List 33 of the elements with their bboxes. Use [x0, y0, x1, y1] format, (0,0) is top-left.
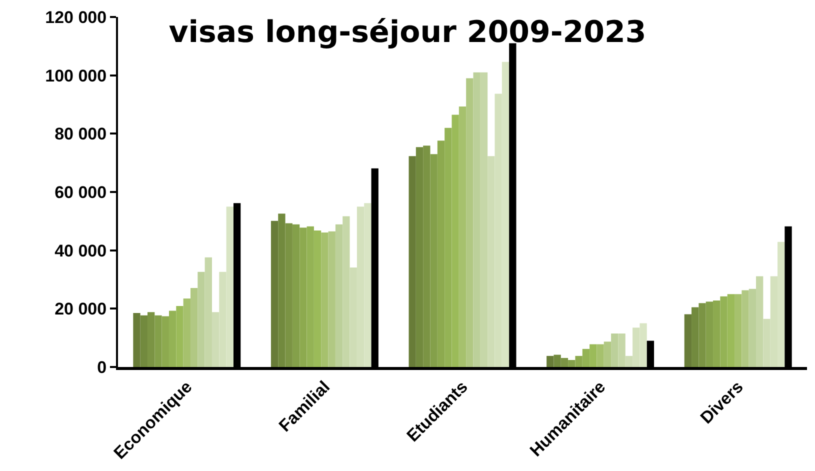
- bar: [546, 356, 554, 367]
- y-tick-label: 60 000: [54, 182, 107, 202]
- bar: [342, 216, 350, 367]
- bar: [133, 313, 140, 367]
- bar: [611, 333, 618, 367]
- y-tick-label: 120 000: [45, 8, 107, 27]
- y-tick-label: 0: [97, 358, 107, 377]
- y-tick-label: 20 000: [54, 300, 107, 319]
- bar: [198, 272, 205, 367]
- bar: [335, 224, 343, 367]
- y-tick-label: 40 000: [54, 241, 107, 260]
- bar: [408, 156, 416, 367]
- bar: [321, 232, 328, 367]
- bar: [458, 106, 466, 367]
- bar: [190, 288, 198, 367]
- bar: [328, 231, 336, 367]
- bar: [204, 257, 212, 367]
- chart-title: visas long-séjour 2009-2023: [168, 15, 646, 50]
- bar: [742, 290, 749, 367]
- y-tick-label: 100 000: [45, 66, 107, 86]
- bar: [618, 333, 626, 367]
- bar: [183, 298, 190, 367]
- bar: [596, 344, 604, 367]
- bar: [604, 342, 612, 367]
- bar: [684, 314, 692, 367]
- bar: [734, 294, 742, 367]
- bar: [270, 220, 278, 367]
- bar: [748, 288, 756, 367]
- bar: [480, 72, 488, 367]
- bar: [756, 276, 764, 367]
- bar: [473, 72, 480, 367]
- bar: [466, 78, 474, 367]
- y-tick-label: 80 000: [54, 124, 107, 144]
